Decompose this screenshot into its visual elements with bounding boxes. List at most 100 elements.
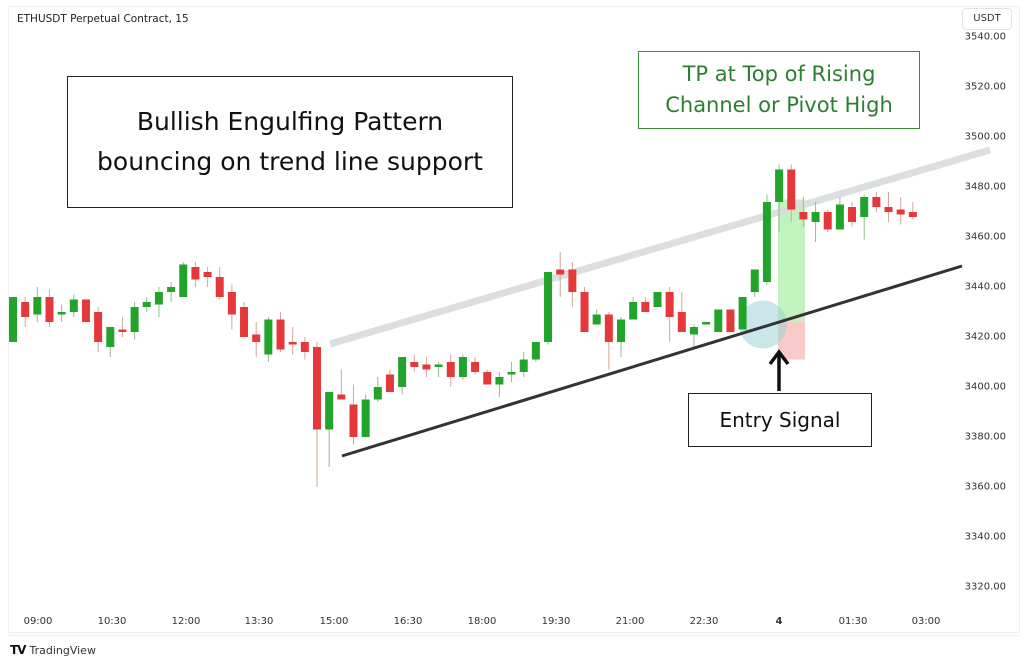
bullish-candle (835, 204, 844, 230)
bullish-candle (811, 212, 820, 222)
bullish-candle (434, 364, 443, 367)
price-tick-label: 3420.00 (964, 331, 1006, 343)
bearish-candle (313, 347, 321, 430)
bearish-candle (823, 212, 832, 230)
bullish-candle (142, 302, 151, 307)
bearish-candle (556, 269, 565, 275)
price-tick-label: 3500.00 (964, 131, 1006, 143)
bearish-candle (872, 197, 881, 207)
bullish-candle (495, 377, 504, 385)
price-tick-label: 3520.00 (964, 81, 1006, 93)
currency-button[interactable]: USDT (962, 8, 1012, 30)
bearish-candle (385, 374, 394, 392)
bearish-candle (81, 299, 90, 322)
bullish-candle (519, 359, 528, 372)
entry-signal-box: Entry Signal (688, 393, 872, 447)
bullish-candle (398, 357, 407, 387)
pattern-annotation-box: Bullish Engulfing Pattern bouncing on tr… (67, 76, 513, 208)
bullish-candle (714, 309, 723, 332)
bearish-candle (276, 319, 285, 350)
bearish-candle (665, 292, 674, 317)
time-tick-label: 09:00 (23, 616, 53, 627)
time-tick-label: 4 (775, 616, 783, 627)
bullish-candle (106, 327, 115, 347)
time-tick-label: 22:30 (689, 616, 719, 627)
bullish-candle (592, 314, 601, 325)
time-tick-label: 21:00 (615, 616, 645, 627)
bearish-candle (726, 309, 735, 332)
bullish-candle (507, 372, 516, 375)
bearish-candle (191, 267, 200, 280)
bearish-candle (848, 207, 857, 222)
price-tick-label: 3400.00 (964, 381, 1006, 393)
bearish-candle (227, 292, 236, 315)
pattern-annotation-line1: Bullish Engulfing Pattern (136, 107, 444, 136)
time-tick-label: 01:30 (838, 616, 868, 627)
price-tick-label: 3360.00 (964, 481, 1006, 493)
symbol-title: ETHUSDT Perpetual Contract, 15 (17, 13, 189, 25)
time-tick-label: 03:00 (911, 616, 941, 627)
bullish-candle (167, 287, 176, 292)
bullish-candle (702, 322, 711, 325)
bullish-candle (130, 307, 139, 332)
bearish-candle (641, 302, 650, 312)
bearish-candle (337, 394, 346, 400)
bullish-candle (617, 319, 625, 342)
bullish-candle (860, 197, 869, 217)
price-tick-label: 3340.00 (964, 531, 1006, 543)
bullish-candle (179, 264, 188, 297)
take-profit-annotation-box: TP at Top of Rising Channel or Pivot Hig… (638, 51, 920, 129)
bearish-candle (118, 329, 127, 332)
bullish-candle (325, 392, 334, 430)
time-tick-label: 10:30 (97, 616, 127, 627)
bearish-candle (580, 292, 589, 332)
bullish-candle (458, 357, 467, 377)
bearish-candle (300, 342, 309, 352)
take-profit-annotation-line2: Channel or Pivot High (665, 93, 893, 117)
bullish-candle (629, 302, 638, 320)
price-tick-label: 3480.00 (964, 181, 1006, 193)
bullish-candle (264, 319, 273, 355)
bearish-candle (787, 169, 796, 210)
price-tick-label: 3440.00 (964, 281, 1006, 293)
bullish-candle (775, 169, 784, 202)
bearish-candle (896, 209, 905, 215)
price-tick-label: 3320.00 (964, 581, 1006, 593)
tradingview-brand: TradingView (29, 643, 96, 657)
bullish-candle (373, 387, 382, 400)
trendline-support (341, 264, 963, 458)
bearish-candle (252, 334, 261, 342)
bearish-candle (908, 212, 917, 217)
bearish-candle (240, 307, 249, 337)
bullish-candle (689, 327, 698, 335)
bearish-candle (410, 362, 419, 367)
tradingview-logo[interactable]: TV TradingView (10, 643, 96, 657)
bearish-candle (349, 404, 358, 437)
bearish-candle (884, 207, 893, 212)
bullish-candle (361, 399, 370, 437)
bullish-candle (69, 299, 78, 312)
time-axis-divider (8, 632, 1018, 633)
bullish-candle (762, 202, 771, 282)
bullish-candle (531, 342, 540, 360)
price-tick-label: 3380.00 (964, 431, 1006, 443)
bullish-candle (738, 297, 747, 330)
entry-arrow-head-icon (768, 349, 790, 366)
bearish-candle (215, 277, 224, 297)
bearish-candle (203, 272, 212, 277)
time-tick-label: 18:00 (467, 616, 497, 627)
time-tick-label: 13:30 (244, 616, 274, 627)
bullish-candle (544, 272, 553, 342)
bearish-candle (94, 312, 103, 342)
time-tick-label: 16:30 (393, 616, 423, 627)
bullish-candle (154, 292, 163, 305)
bearish-candle (21, 302, 30, 317)
time-tick-label: 15:00 (319, 616, 349, 627)
engulfing-highlight-circle (739, 300, 787, 349)
bearish-candle (568, 269, 577, 292)
bearish-candle (604, 314, 613, 342)
channel-top-line (329, 146, 991, 348)
price-tick-label: 3460.00 (964, 231, 1006, 243)
pattern-annotation-line2: bouncing on trend line support (97, 147, 483, 176)
